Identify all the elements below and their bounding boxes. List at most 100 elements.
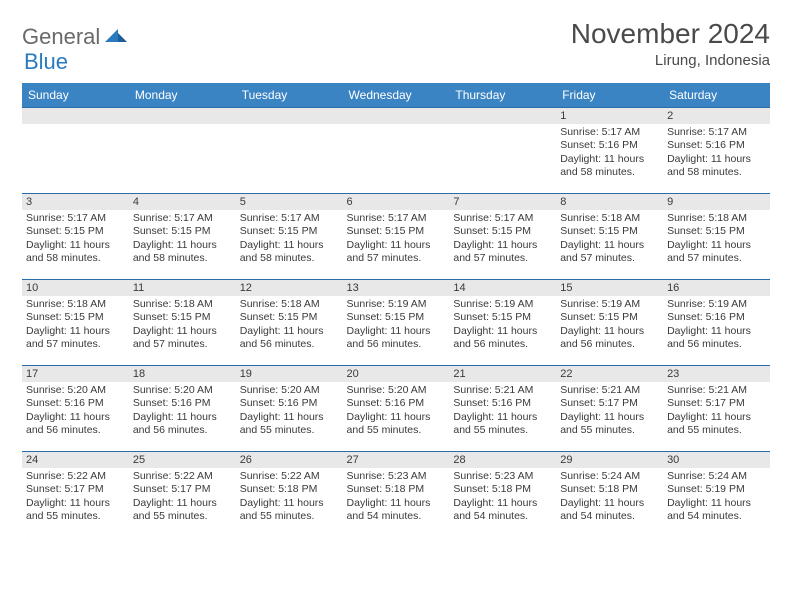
day-details: Sunrise: 5:17 AMSunset: 5:15 PMDaylight:…	[22, 210, 129, 270]
day-details: Sunrise: 5:21 AMSunset: 5:17 PMDaylight:…	[556, 382, 663, 442]
empty-day-band	[449, 108, 556, 124]
day-number: 28	[449, 452, 556, 468]
sunset-text: Sunset: 5:16 PM	[560, 139, 659, 152]
sunrise-text: Sunrise: 5:22 AM	[133, 470, 232, 483]
daylight-text: Daylight: 11 hours	[133, 497, 232, 510]
sunset-text: Sunset: 5:16 PM	[133, 397, 232, 410]
daylight-text: Daylight: 11 hours	[560, 153, 659, 166]
daylight-text: and 56 minutes.	[240, 338, 339, 351]
daylight-text: Daylight: 11 hours	[240, 325, 339, 338]
week-row: 10Sunrise: 5:18 AMSunset: 5:15 PMDayligh…	[22, 280, 770, 366]
sunset-text: Sunset: 5:15 PM	[133, 311, 232, 324]
daylight-text: and 58 minutes.	[560, 166, 659, 179]
sunset-text: Sunset: 5:18 PM	[560, 483, 659, 496]
day-details: Sunrise: 5:21 AMSunset: 5:16 PMDaylight:…	[449, 382, 556, 442]
daylight-text: Daylight: 11 hours	[667, 153, 766, 166]
col-monday: Monday	[129, 83, 236, 108]
sunrise-text: Sunrise: 5:19 AM	[347, 298, 446, 311]
day-cell: 26Sunrise: 5:22 AMSunset: 5:18 PMDayligh…	[236, 452, 343, 538]
day-number: 27	[343, 452, 450, 468]
day-cell: 1Sunrise: 5:17 AMSunset: 5:16 PMDaylight…	[556, 108, 663, 194]
sunrise-text: Sunrise: 5:22 AM	[240, 470, 339, 483]
daylight-text: and 57 minutes.	[667, 252, 766, 265]
day-details: Sunrise: 5:18 AMSunset: 5:15 PMDaylight:…	[22, 296, 129, 356]
daylight-text: and 56 minutes.	[453, 338, 552, 351]
day-cell: 7Sunrise: 5:17 AMSunset: 5:15 PMDaylight…	[449, 194, 556, 280]
sunset-text: Sunset: 5:15 PM	[453, 225, 552, 238]
day-cell	[236, 108, 343, 194]
empty-day-band	[22, 108, 129, 124]
day-details: Sunrise: 5:20 AMSunset: 5:16 PMDaylight:…	[22, 382, 129, 442]
col-saturday: Saturday	[663, 83, 770, 108]
day-details: Sunrise: 5:18 AMSunset: 5:15 PMDaylight:…	[663, 210, 770, 270]
day-number: 21	[449, 366, 556, 382]
daylight-text: and 56 minutes.	[26, 424, 125, 437]
day-cell: 18Sunrise: 5:20 AMSunset: 5:16 PMDayligh…	[129, 366, 236, 452]
day-details: Sunrise: 5:19 AMSunset: 5:15 PMDaylight:…	[449, 296, 556, 356]
sunrise-text: Sunrise: 5:23 AM	[347, 470, 446, 483]
sunrise-text: Sunrise: 5:18 AM	[667, 212, 766, 225]
daylight-text: and 57 minutes.	[347, 252, 446, 265]
day-number: 2	[663, 108, 770, 124]
day-header-row: Sunday Monday Tuesday Wednesday Thursday…	[22, 83, 770, 108]
day-cell: 9Sunrise: 5:18 AMSunset: 5:15 PMDaylight…	[663, 194, 770, 280]
day-cell: 25Sunrise: 5:22 AMSunset: 5:17 PMDayligh…	[129, 452, 236, 538]
day-details: Sunrise: 5:22 AMSunset: 5:17 PMDaylight:…	[129, 468, 236, 528]
day-cell: 27 Sunrise: 5:23 AMSunset: 5:18 PMDayligh…	[343, 452, 450, 538]
sunrise-text: Sunrise: 5:18 AM	[560, 212, 659, 225]
sunset-text: Sunset: 5:15 PM	[347, 311, 446, 324]
sunset-text: Sunset: 5:15 PM	[240, 225, 339, 238]
calendar-table: Sunday Monday Tuesday Wednesday Thursday…	[22, 83, 770, 538]
daylight-text: Daylight: 11 hours	[347, 411, 446, 424]
day-details: Sunrise: 5:20 AMSunset: 5:16 PMDaylight:…	[343, 382, 450, 442]
day-cell: 6Sunrise: 5:17 AMSunset: 5:15 PMDaylight…	[343, 194, 450, 280]
day-details: Sunrise: 5:17 AMSunset: 5:15 PMDaylight:…	[343, 210, 450, 270]
daylight-text: Daylight: 11 hours	[347, 497, 446, 510]
day-number: 19	[236, 366, 343, 382]
daylight-text: Daylight: 11 hours	[133, 411, 232, 424]
day-number: 9	[663, 194, 770, 210]
daylight-text: and 54 minutes.	[667, 510, 766, 523]
daylight-text: Daylight: 11 hours	[667, 239, 766, 252]
day-cell: 30Sunrise: 5:24 AMSunset: 5:19 PMDayligh…	[663, 452, 770, 538]
day-number: 4	[129, 194, 236, 210]
day-number: 5	[236, 194, 343, 210]
day-number: 3	[22, 194, 129, 210]
daylight-text: Daylight: 11 hours	[26, 411, 125, 424]
location: Lirung, Indonesia	[571, 52, 770, 69]
day-cell: 21Sunrise: 5:21 AMSunset: 5:16 PMDayligh…	[449, 366, 556, 452]
sunset-text: Sunset: 5:18 PM	[240, 483, 339, 496]
sunrise-text: Sunrise: 5:19 AM	[560, 298, 659, 311]
daylight-text: Daylight: 11 hours	[667, 411, 766, 424]
day-cell: 8Sunrise: 5:18 AMSunset: 5:15 PMDaylight…	[556, 194, 663, 280]
sunrise-text: Sunrise: 5:20 AM	[26, 384, 125, 397]
sunset-text: Sunset: 5:16 PM	[347, 397, 446, 410]
daylight-text: Daylight: 11 hours	[560, 497, 659, 510]
day-cell	[129, 108, 236, 194]
daylight-text: and 56 minutes.	[667, 338, 766, 351]
daylight-text: and 55 minutes.	[453, 424, 552, 437]
day-details: Sunrise: 5:19 AMSunset: 5:15 PMDaylight:…	[343, 296, 450, 356]
day-cell: 10Sunrise: 5:18 AMSunset: 5:15 PMDayligh…	[22, 280, 129, 366]
sunrise-text: Sunrise: 5:18 AM	[26, 298, 125, 311]
day-details: Sunrise: 5:24 AMSunset: 5:18 PMDaylight:…	[556, 468, 663, 528]
daylight-text: Daylight: 11 hours	[453, 497, 552, 510]
day-details: Sunrise: 5:18 AMSunset: 5:15 PMDaylight:…	[129, 296, 236, 356]
sunset-text: Sunset: 5:19 PM	[667, 483, 766, 496]
day-details: Sunrise: 5:20 AMSunset: 5:16 PMDaylight:…	[129, 382, 236, 442]
sunset-text: Sunset: 5:15 PM	[560, 225, 659, 238]
day-cell	[449, 108, 556, 194]
logo: General	[22, 18, 129, 50]
day-cell: 2Sunrise: 5:17 AMSunset: 5:16 PMDaylight…	[663, 108, 770, 194]
sunset-text: Sunset: 5:18 PM	[347, 483, 446, 496]
day-cell: 17Sunrise: 5:20 AMSunset: 5:16 PMDayligh…	[22, 366, 129, 452]
day-cell: 16Sunrise: 5:19 AMSunset: 5:16 PMDayligh…	[663, 280, 770, 366]
daylight-text: and 57 minutes.	[453, 252, 552, 265]
day-cell: 28Sunrise: 5:23 AMSunset: 5:18 PMDayligh…	[449, 452, 556, 538]
logo-text-blue: Blue	[24, 49, 68, 74]
day-number: 10	[22, 280, 129, 296]
day-cell: 5Sunrise: 5:17 AMSunset: 5:15 PMDaylight…	[236, 194, 343, 280]
day-details: Sunrise: 5:22 AMSunset: 5:18 PMDaylight:…	[236, 468, 343, 528]
day-cell: 12Sunrise: 5:18 AMSunset: 5:15 PMDayligh…	[236, 280, 343, 366]
daylight-text: Daylight: 11 hours	[240, 239, 339, 252]
